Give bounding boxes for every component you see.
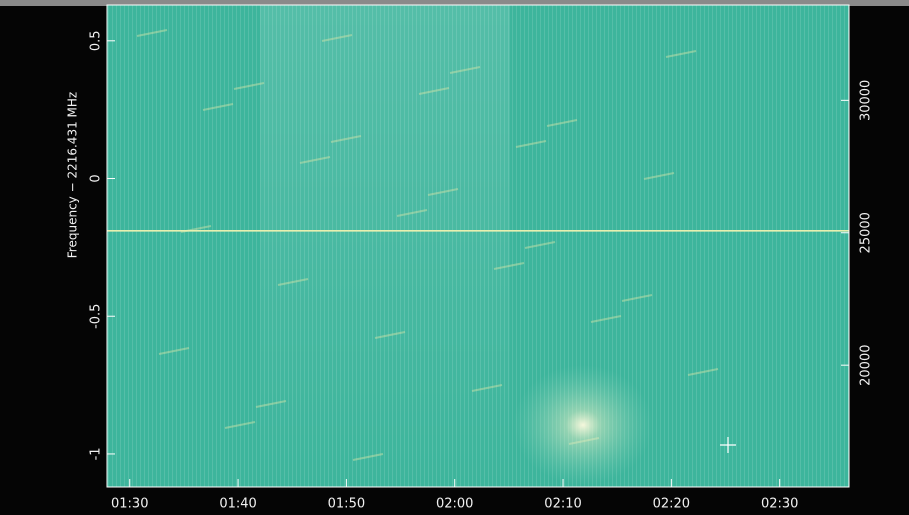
x-tick-label: 02:20: [653, 497, 690, 512]
streak: [158, 347, 190, 355]
streak: [590, 315, 622, 323]
streak: [687, 368, 719, 376]
streak: [471, 384, 503, 392]
y-axis-label: Frequency − 2216.431 MHz: [66, 92, 80, 258]
streak: [277, 278, 309, 286]
plot-border: [106, 4, 850, 488]
streak: [418, 87, 450, 95]
streak: [665, 50, 697, 58]
streak: [233, 82, 265, 90]
streak: [299, 156, 331, 164]
streak: [136, 29, 168, 37]
glow: [513, 365, 653, 485]
y2-tick-label: 25000: [859, 212, 874, 253]
x-tick-label: 02:10: [544, 497, 581, 512]
streak: [515, 140, 547, 148]
y2-tick-label: 30000: [859, 80, 874, 121]
plot-area: [107, 5, 849, 487]
streak: [374, 331, 406, 339]
y2-tick-label: 20000: [859, 344, 874, 385]
streak: [330, 135, 362, 143]
x-tick-label: 01:40: [219, 497, 256, 512]
x-tick-label: 01:30: [111, 497, 148, 512]
streak: [449, 66, 481, 74]
y-tick-label: 0: [89, 174, 104, 182]
y-tick-label: -1: [89, 447, 104, 460]
channel-stripes: [107, 5, 849, 487]
streak: [396, 209, 428, 217]
streak: [493, 262, 525, 270]
x-tick-label: 01:50: [328, 497, 365, 512]
streak: [321, 34, 353, 42]
streak: [524, 241, 556, 249]
photo-edge: [0, 0, 909, 6]
x-tick-label: 02:30: [761, 497, 798, 512]
streak: [255, 400, 287, 408]
y-tick-label: 0.5: [89, 30, 104, 51]
y-tick-label: -0.5: [89, 304, 104, 329]
x-tick-label: 02:00: [436, 497, 473, 512]
streak: [427, 188, 459, 196]
streak: [546, 119, 578, 127]
streak: [202, 103, 234, 111]
cursor: [720, 437, 736, 453]
streak: [224, 421, 256, 429]
streak: [352, 453, 384, 461]
streak: [621, 294, 653, 302]
streak: [643, 172, 675, 180]
